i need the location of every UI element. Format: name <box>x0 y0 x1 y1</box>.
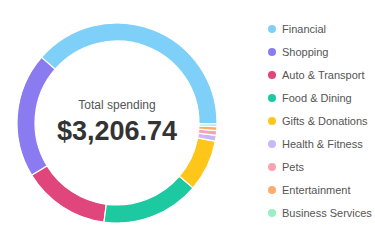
legend-swatch <box>268 209 276 217</box>
legend-label: Gifts & Donations <box>282 115 368 127</box>
legend: Financial Shopping Auto & Transport Food & … <box>268 23 372 219</box>
slice <box>104 176 193 223</box>
center-title: Total spending <box>78 98 155 112</box>
legend-swatch <box>268 25 276 33</box>
legend-label: Pets <box>282 161 305 173</box>
legend-label: Financial <box>282 23 326 35</box>
legend-swatch <box>268 186 276 194</box>
legend-swatch <box>268 71 276 79</box>
legend-swatch <box>268 163 276 171</box>
slices <box>17 23 217 223</box>
slice <box>42 23 217 124</box>
slice <box>17 57 55 175</box>
legend-label: Auto & Transport <box>282 69 365 81</box>
center-value: $3,206.74 <box>57 116 177 146</box>
slice <box>32 166 107 222</box>
slice <box>179 138 215 188</box>
legend-swatch <box>268 94 276 102</box>
slice <box>199 124 217 127</box>
legend-label: Shopping <box>282 46 329 58</box>
legend-label: Food & Dining <box>282 92 352 104</box>
legend-swatch <box>268 117 276 125</box>
chart: Total spending $3,206.74 Financial Shopping… <box>0 0 375 245</box>
legend-swatch <box>268 48 276 56</box>
legend-label: Health & Fitness <box>282 138 363 150</box>
legend-label: Entertainment <box>282 184 350 196</box>
legend-label: Business Services <box>282 207 372 219</box>
legend-swatch <box>268 140 276 148</box>
